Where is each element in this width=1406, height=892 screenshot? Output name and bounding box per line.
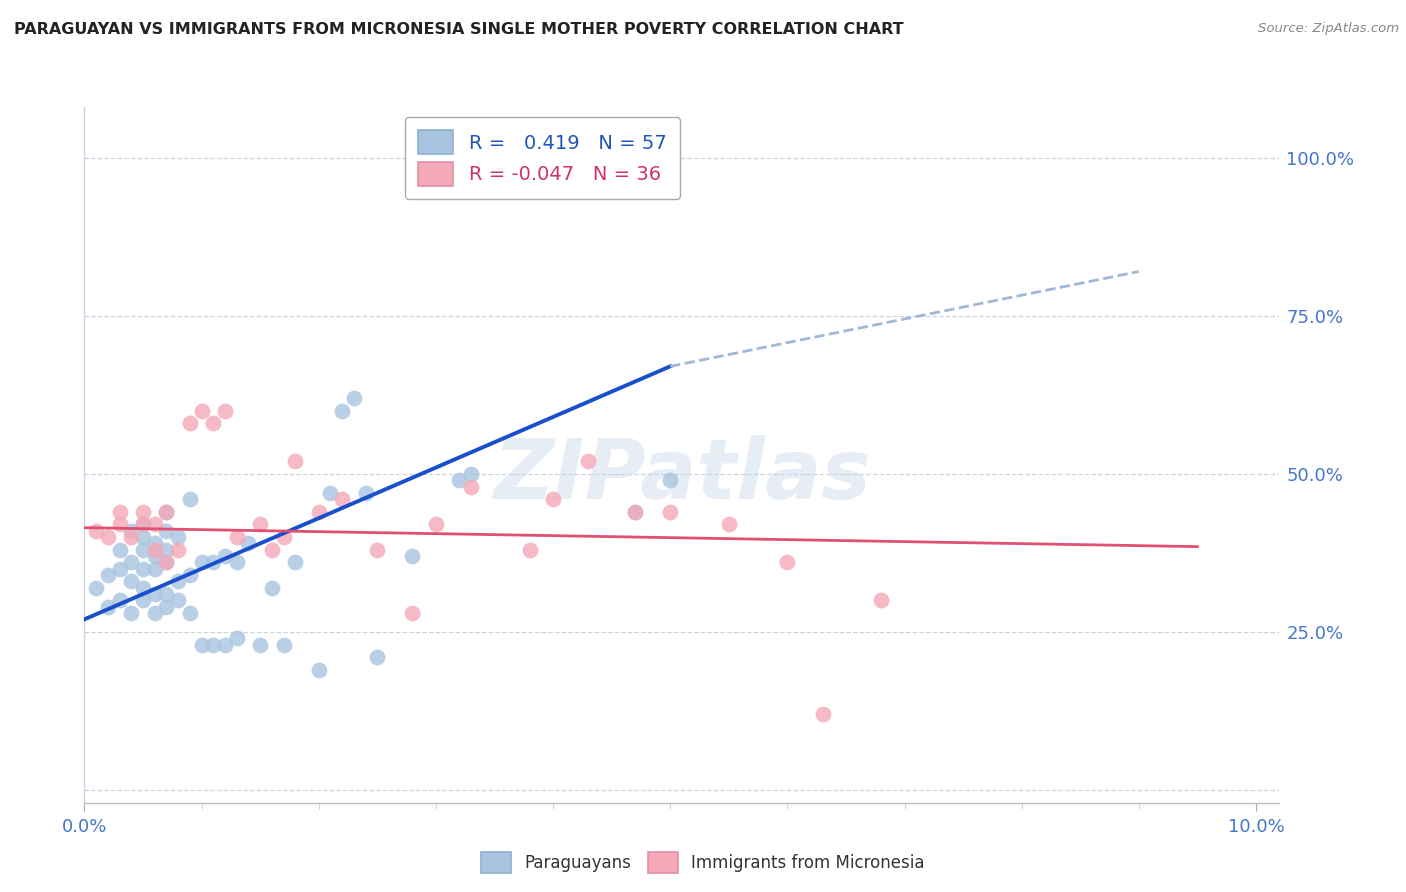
Point xyxy=(460,467,482,481)
Point xyxy=(143,549,166,563)
Point xyxy=(132,517,155,532)
Text: PARAGUAYAN VS IMMIGRANTS FROM MICRONESIA SINGLE MOTHER POVERTY CORRELATION CHART: PARAGUAYAN VS IMMIGRANTS FROM MICRONESIA… xyxy=(14,22,904,37)
Point xyxy=(202,556,225,570)
Point xyxy=(776,556,799,570)
Point xyxy=(190,638,212,652)
Point xyxy=(519,542,541,557)
Point xyxy=(225,530,247,544)
Point xyxy=(167,593,190,607)
Point xyxy=(132,562,155,576)
Point xyxy=(132,542,155,557)
Point xyxy=(108,517,131,532)
Point xyxy=(260,542,283,557)
Point xyxy=(624,505,647,519)
Point xyxy=(284,556,307,570)
Point xyxy=(284,454,307,468)
Point xyxy=(179,417,201,431)
Point xyxy=(308,505,330,519)
Point xyxy=(108,562,131,576)
Point xyxy=(155,587,177,601)
Point xyxy=(120,574,142,589)
Point xyxy=(108,593,131,607)
Legend: Paraguayans, Immigrants from Micronesia: Paraguayans, Immigrants from Micronesia xyxy=(474,846,932,880)
Point xyxy=(108,505,131,519)
Point xyxy=(132,505,155,519)
Point xyxy=(167,530,190,544)
Point xyxy=(225,632,247,646)
Point xyxy=(308,663,330,677)
Point xyxy=(319,486,342,500)
Point xyxy=(541,492,564,507)
Point xyxy=(143,587,166,601)
Point xyxy=(108,542,131,557)
Point xyxy=(576,454,599,468)
Point xyxy=(330,492,353,507)
Point xyxy=(132,581,155,595)
Point xyxy=(143,606,166,620)
Point xyxy=(84,581,107,595)
Point xyxy=(97,599,120,614)
Text: Source: ZipAtlas.com: Source: ZipAtlas.com xyxy=(1258,22,1399,36)
Point xyxy=(155,505,177,519)
Point xyxy=(870,593,893,607)
Point xyxy=(249,517,271,532)
Point xyxy=(354,486,377,500)
Point xyxy=(225,556,247,570)
Point xyxy=(202,638,225,652)
Point xyxy=(167,542,190,557)
Point xyxy=(401,549,423,563)
Point xyxy=(214,638,236,652)
Point xyxy=(273,638,295,652)
Point xyxy=(132,517,155,532)
Point xyxy=(155,556,177,570)
Point xyxy=(155,505,177,519)
Point xyxy=(155,542,177,557)
Point xyxy=(717,517,740,532)
Legend: R =   0.419   N = 57, R = -0.047   N = 36: R = 0.419 N = 57, R = -0.047 N = 36 xyxy=(405,117,681,199)
Point xyxy=(273,530,295,544)
Point xyxy=(120,556,142,570)
Point xyxy=(84,524,107,538)
Point xyxy=(155,556,177,570)
Point xyxy=(202,417,225,431)
Point xyxy=(343,391,366,405)
Point xyxy=(659,505,682,519)
Point xyxy=(260,581,283,595)
Point xyxy=(120,606,142,620)
Point xyxy=(366,650,388,665)
Point xyxy=(366,542,388,557)
Point xyxy=(624,505,647,519)
Point xyxy=(179,606,201,620)
Point xyxy=(238,536,260,550)
Point xyxy=(179,568,201,582)
Point xyxy=(449,473,471,487)
Point xyxy=(659,473,682,487)
Point xyxy=(143,536,166,550)
Point xyxy=(460,479,482,493)
Point xyxy=(190,556,212,570)
Text: ZIPatlas: ZIPatlas xyxy=(494,435,870,516)
Point xyxy=(179,492,201,507)
Point xyxy=(143,542,166,557)
Point xyxy=(330,403,353,417)
Point xyxy=(249,638,271,652)
Point xyxy=(401,606,423,620)
Point xyxy=(214,403,236,417)
Point xyxy=(190,403,212,417)
Point xyxy=(811,707,834,722)
Point xyxy=(97,568,120,582)
Point xyxy=(155,524,177,538)
Point xyxy=(97,530,120,544)
Point xyxy=(214,549,236,563)
Point xyxy=(132,530,155,544)
Point xyxy=(155,599,177,614)
Point xyxy=(120,530,142,544)
Point xyxy=(132,593,155,607)
Point xyxy=(120,524,142,538)
Point xyxy=(167,574,190,589)
Point xyxy=(143,562,166,576)
Point xyxy=(425,517,447,532)
Point xyxy=(143,517,166,532)
